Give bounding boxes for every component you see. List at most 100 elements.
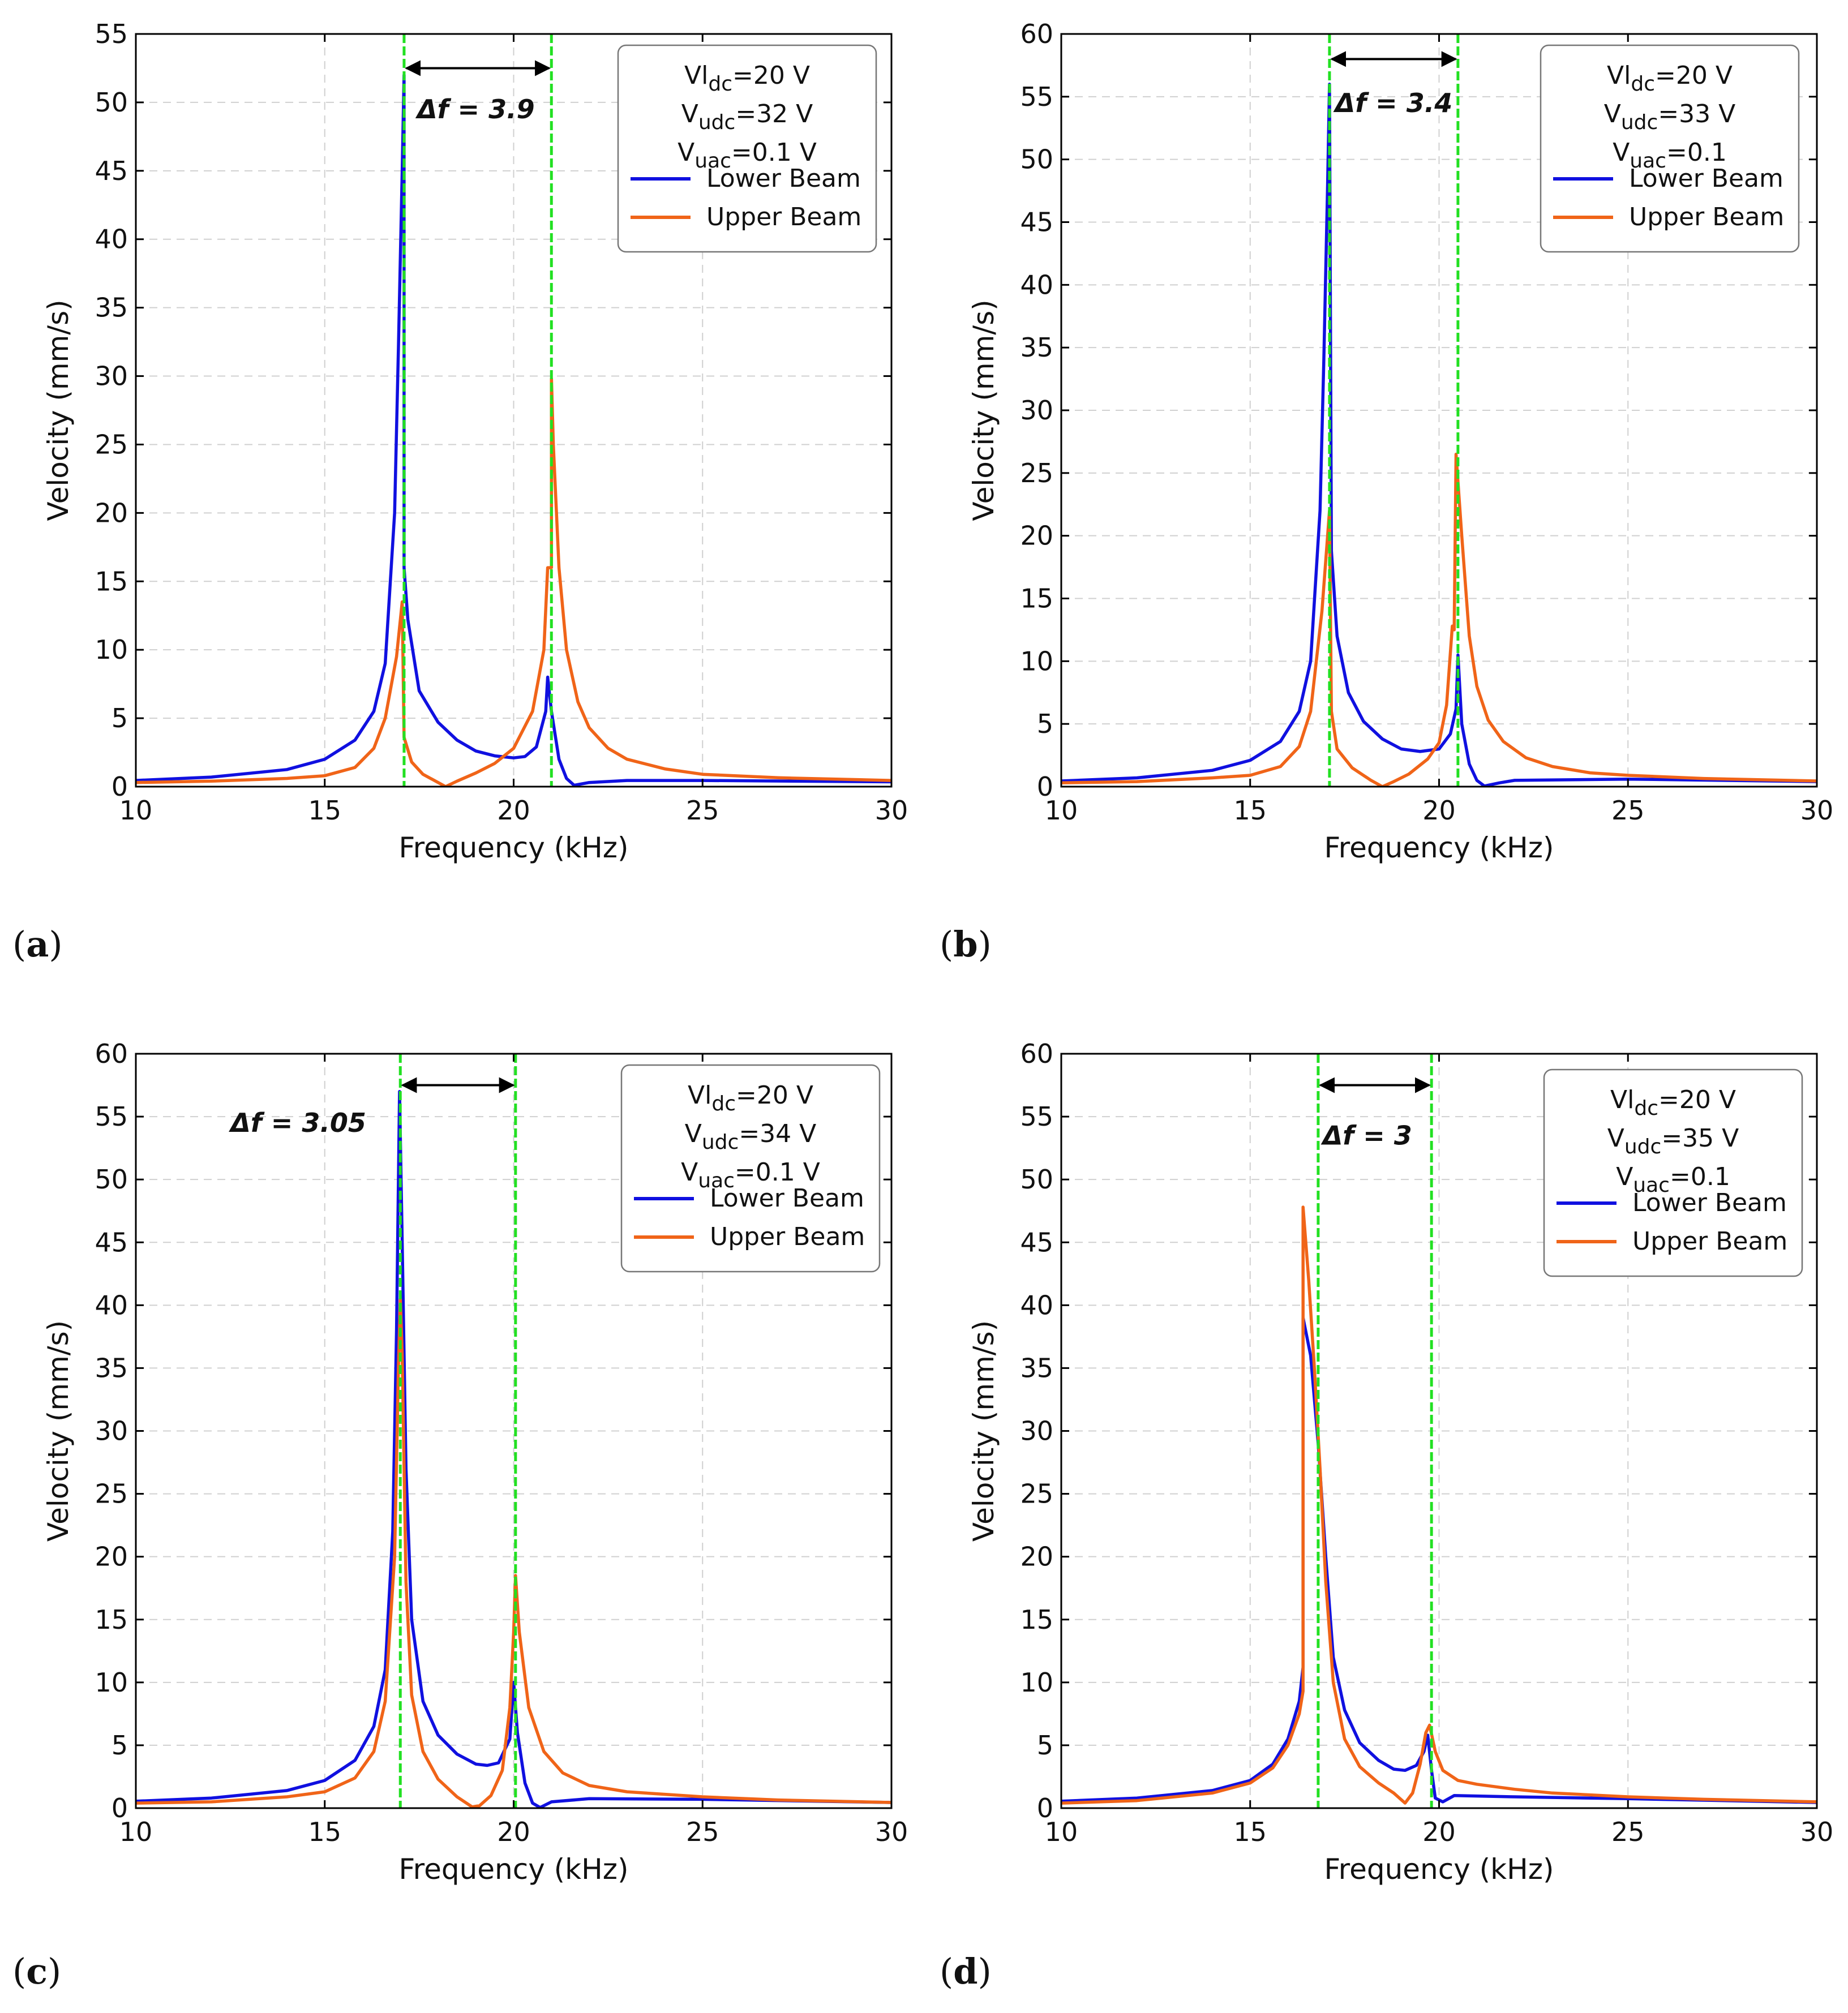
y-tick-label: 0: [112, 1793, 128, 1823]
x-axis-label: Frequency (kHz): [1324, 831, 1554, 864]
x-tick-label: 25: [1611, 1817, 1645, 1847]
y-tick-label: 25: [95, 429, 128, 460]
condition-subscript: dc: [1631, 72, 1655, 96]
condition-symbol: V: [1607, 1124, 1624, 1153]
condition-value: =33 V: [1658, 100, 1735, 128]
panel-letter: c: [26, 1951, 48, 1992]
y-tick-label: 40: [1020, 1290, 1053, 1320]
legend-box: [617, 44, 877, 253]
x-tick-label: 10: [1045, 1817, 1078, 1847]
y-tick-label: 20: [95, 1542, 128, 1572]
y-tick-label: 25: [1020, 1479, 1053, 1509]
x-tick-label: 10: [119, 795, 153, 826]
y-tick-label: 35: [95, 293, 128, 323]
legend-label: Upper Beam: [1632, 1227, 1787, 1256]
y-tick-label: 60: [95, 1038, 128, 1069]
condition-value: =20 V: [1655, 61, 1733, 90]
y-tick-label: 15: [1020, 583, 1053, 614]
y-tick-label: 45: [95, 156, 128, 186]
y-tick-label: 15: [95, 1604, 128, 1635]
delta-f-label: Δf = 3.05: [228, 1108, 366, 1138]
condition-subscript: uac: [698, 1169, 735, 1192]
legend-box: [1543, 1068, 1803, 1277]
y-tick-label: 10: [1020, 1667, 1053, 1698]
y-tick-label: 10: [1020, 646, 1053, 676]
x-tick-label: 15: [308, 795, 341, 826]
y-tick-label: 40: [95, 224, 128, 255]
y-tick-label: 55: [1020, 1101, 1053, 1132]
y-tick-label: 55: [95, 1101, 128, 1132]
panel-paren-close: ): [978, 924, 992, 965]
panel-label: (c): [12, 1951, 61, 1992]
condition-subscript: dc: [708, 72, 732, 96]
legend-label: Lower Beam: [706, 164, 861, 193]
y-tick-label: 45: [1020, 1227, 1053, 1257]
legend-condition: Vuac=0.1: [1613, 138, 1727, 173]
panel-paren-close: ): [49, 924, 62, 965]
legend-label: Lower Beam: [710, 1184, 864, 1213]
x-tick-label: 30: [1800, 795, 1834, 826]
y-axis-label: Velocity (mm/s): [42, 1320, 75, 1542]
x-tick-label: 20: [1422, 1817, 1456, 1847]
x-tick-label: 30: [1800, 1817, 1834, 1847]
panel-letter: b: [953, 924, 977, 965]
y-tick-label: 40: [1020, 269, 1053, 300]
series-line-lower-beam: [1061, 1316, 1817, 1804]
legend-condition: Vudc=32 V: [681, 100, 813, 134]
condition-symbol: V: [685, 1119, 702, 1148]
condition-subscript: dc: [711, 1092, 736, 1115]
panel-paren-open: (: [940, 924, 953, 965]
legend-label: Lower Beam: [1632, 1188, 1787, 1217]
condition-value: =20 V: [732, 61, 810, 90]
y-tick-label: 35: [1020, 332, 1053, 363]
y-tick-label: 30: [95, 1416, 128, 1447]
panel-paren-close: ): [48, 1951, 61, 1992]
series-line-lower-beam: [1061, 82, 1817, 787]
legend-condition: Vudc=34 V: [685, 1119, 817, 1154]
legend-box: [1540, 44, 1800, 253]
y-tick-label: 45: [1020, 207, 1053, 238]
series-line-upper-beam: [1061, 1205, 1817, 1805]
legend-box: [620, 1064, 881, 1273]
y-tick-label: 5: [1037, 1730, 1053, 1761]
panel-paren-open: (: [12, 924, 26, 965]
y-tick-label: 15: [95, 566, 128, 596]
y-tick-label: 55: [95, 19, 128, 49]
legend-condition: Vuac=0.1: [1616, 1162, 1730, 1197]
legend-label: Upper Beam: [710, 1222, 865, 1251]
panel-label: (b): [940, 924, 992, 965]
y-tick-label: 60: [1020, 1038, 1053, 1069]
y-tick-label: 20: [95, 497, 128, 528]
condition-symbol: V: [681, 100, 698, 128]
condition-symbol: V: [1616, 1162, 1633, 1191]
x-axis-label: Frequency (kHz): [398, 1853, 628, 1886]
y-tick-label: 35: [1020, 1353, 1053, 1383]
chart-panel-c: Δf = 3.05 10 15 20 25 30 0 5 10 15 20 25 30 35 40 45 50 5…: [12, 1038, 908, 1992]
y-tick-label: 5: [112, 1730, 128, 1761]
chart-panel-b: Δf = 3.4 10 15 20 25 30 0 5 10 15 20 25 30 35 40 45 50 55…: [940, 19, 1833, 965]
y-tick-label: 20: [1020, 521, 1053, 551]
panel-paren-open: (: [940, 1951, 953, 1992]
condition-symbol: V: [1604, 100, 1621, 128]
y-tick-label: 0: [1037, 771, 1053, 802]
x-tick-label: 20: [1422, 795, 1456, 826]
panel-label: (a): [12, 924, 63, 965]
condition-symbol: Vl: [688, 1081, 711, 1110]
y-tick-label: 30: [1020, 395, 1053, 426]
condition-symbol: V: [678, 138, 694, 167]
y-tick-label: 30: [1020, 1416, 1053, 1447]
condition-symbol: V: [1613, 138, 1630, 167]
y-tick-label: 25: [95, 1479, 128, 1509]
y-tick-label: 15: [1020, 1604, 1053, 1635]
legend-condition: Vldc=20 V: [1607, 61, 1733, 96]
condition-value: =20 V: [1658, 1085, 1736, 1114]
y-tick-label: 35: [95, 1353, 128, 1383]
series-line-upper-beam: [136, 1297, 891, 1808]
panel-label: (d): [940, 1951, 992, 1992]
legend-condition: Vldc=20 V: [684, 61, 810, 96]
y-tick-label: 60: [1020, 19, 1053, 49]
